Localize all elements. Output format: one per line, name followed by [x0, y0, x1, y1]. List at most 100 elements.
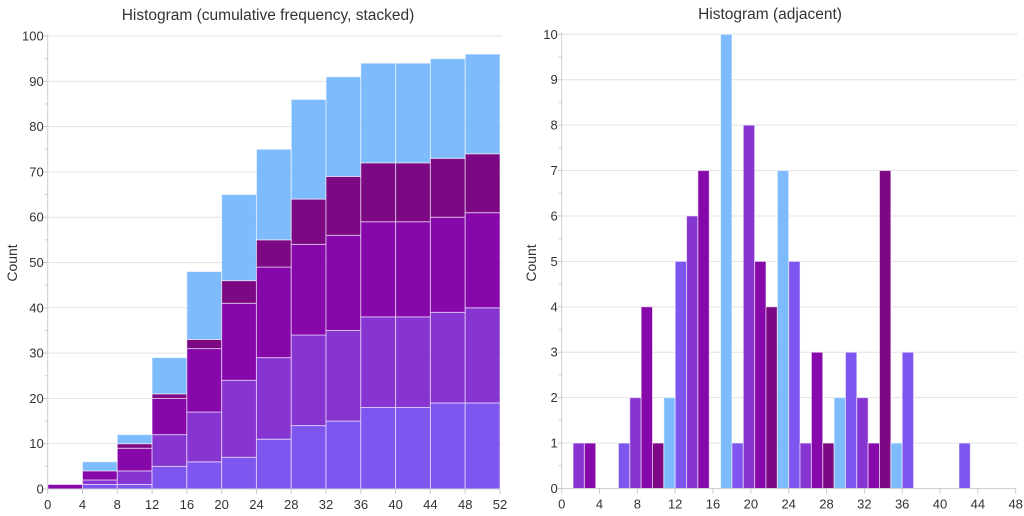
bar-series-4: [879, 170, 892, 489]
bar-series-1: [901, 351, 915, 489]
bar-segment-series-4: [464, 153, 501, 214]
x-tick-label: 32: [319, 497, 333, 512]
y-tick-label: 70: [29, 164, 43, 179]
bar-segment-series-1: [464, 402, 501, 490]
bar-segment-series-1: [116, 483, 153, 490]
y-tick-label: 10: [543, 27, 557, 42]
bar-series-5: [833, 397, 846, 489]
bar-segment-series-4: [429, 157, 466, 218]
bar-segment-series-3: [116, 447, 153, 472]
bar-segment-series-5: [360, 62, 397, 164]
bar-series-3: [810, 351, 824, 489]
x-tick-label: 8: [634, 497, 641, 512]
bar-segment-series-2: [151, 434, 188, 467]
bar-series-4: [822, 442, 835, 489]
bar-segment-series-4: [255, 239, 292, 268]
bar-segment-series-4: [151, 393, 188, 399]
bars: [47, 53, 501, 490]
bar-segment-series-4: [186, 339, 223, 350]
bar-segment-series-2: [81, 479, 118, 485]
bar-series-1: [788, 260, 801, 489]
x-tick-label: 32: [857, 497, 871, 512]
bar-segment-series-2: [186, 411, 223, 463]
y-tick-label: 100: [22, 29, 44, 44]
bar-series-4: [765, 306, 778, 489]
y-tick-label: 50: [29, 255, 43, 270]
bar-segment-series-3: [395, 221, 431, 318]
bar-segment-series-2: [429, 311, 466, 404]
x-tick-label: 16: [706, 497, 720, 512]
y-tick-label: 0: [36, 482, 43, 497]
chart-title: Histogram (cumulative frequency, stacked…: [122, 7, 415, 24]
bar-segment-series-1: [81, 483, 118, 490]
y-tick-label: 2: [550, 390, 557, 405]
y-tick-label: 90: [29, 74, 43, 89]
bar-segment-series-4: [395, 162, 431, 223]
bar-segment-series-5: [81, 461, 118, 472]
bar-segment-series-3: [81, 470, 118, 481]
y-tick-label: 0: [550, 481, 557, 496]
bar-segment-series-5: [186, 271, 223, 341]
y-tick-label: 40: [29, 300, 43, 315]
bar-series-5: [890, 442, 903, 489]
x-tick-label: 12: [668, 497, 682, 512]
bar-segment-series-5: [464, 53, 501, 155]
x-tick-label: 40: [388, 497, 402, 512]
x-tick-label: 36: [354, 497, 368, 512]
bar-series-4: [652, 442, 665, 489]
bar-series-5: [776, 170, 790, 489]
bar-segment-series-1: [395, 406, 431, 490]
x-tick-label: 40: [933, 497, 947, 512]
bar-segment-series-3: [290, 243, 327, 336]
x-tick-label: 24: [781, 497, 795, 512]
bar-series-2: [742, 124, 756, 489]
bar-segment-series-1: [255, 438, 292, 490]
x-tick-label: 44: [971, 497, 985, 512]
bar-segment-series-3: [47, 483, 83, 490]
bar-segment-series-1: [325, 420, 362, 490]
x-tick-label: 20: [214, 497, 228, 512]
bar-segment-series-5: [429, 58, 466, 159]
bar-series-3: [867, 442, 881, 489]
bar-segment-series-5: [255, 148, 292, 241]
x-tick-label: 36: [895, 497, 909, 512]
y-tick-label: 60: [29, 210, 43, 225]
x-tick-label: 24: [249, 497, 263, 512]
bar-segment-series-5: [325, 76, 362, 177]
y-axis-label: Count: [4, 244, 20, 281]
x-tick-label: 12: [145, 497, 159, 512]
bar-series-5: [720, 33, 733, 490]
bar-segment-series-1: [221, 456, 257, 490]
bar-segment-series-3: [325, 234, 362, 331]
bar-segment-series-1: [290, 425, 327, 490]
bar-series-5: [663, 397, 676, 489]
x-tick-label: 28: [284, 497, 298, 512]
bar-segment-series-1: [151, 465, 188, 490]
y-tick-label: 1: [550, 436, 557, 451]
x-tick-label: 20: [744, 497, 758, 512]
bar-segment-series-2: [395, 316, 431, 408]
bar-series-1: [674, 260, 688, 489]
bar-series-2: [686, 215, 699, 489]
x-tick-label: 0: [44, 497, 51, 512]
bar-series-3: [697, 170, 710, 489]
y-tick-label: 4: [550, 299, 557, 314]
y-tick-label: 8: [550, 118, 557, 133]
bar-series-2: [856, 397, 869, 489]
bar-series-1: [731, 442, 744, 489]
y-tick-label: 5: [550, 254, 557, 269]
bar-segment-series-5: [151, 357, 188, 395]
bar-segment-series-3: [221, 302, 257, 381]
bar-segment-series-2: [325, 329, 362, 422]
bar-segment-series-2: [116, 470, 153, 485]
y-tick-label: 3: [550, 345, 557, 360]
x-tick-label: 28: [819, 497, 833, 512]
x-tick-label: 4: [596, 497, 603, 512]
x-tick-label: 52: [493, 497, 507, 512]
x-tick-label: 48: [1008, 497, 1022, 512]
adjacent-histogram: Histogram (adjacent) Count 0123456789100…: [523, 6, 1023, 512]
bar-segment-series-4: [290, 198, 327, 245]
